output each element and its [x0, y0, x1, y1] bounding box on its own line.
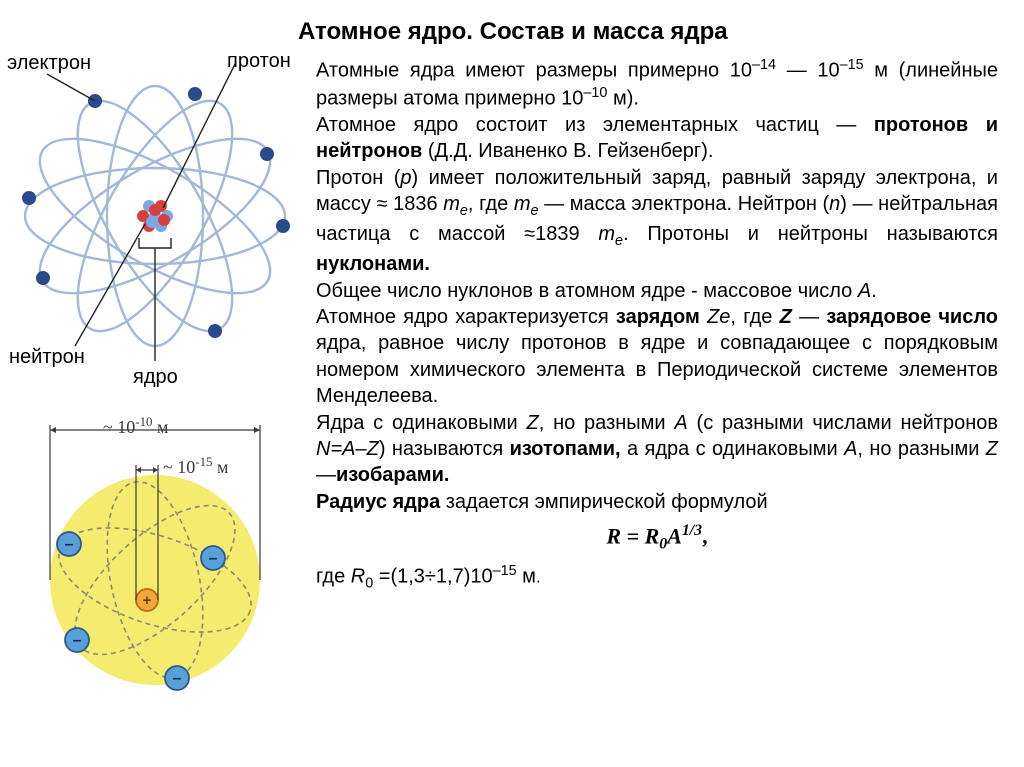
atom-scale-diagram: – – – –: [25, 402, 285, 702]
para-sizes: Атомные ядра имеют размеры примерно 10–1…: [316, 56, 998, 112]
svg-text:–: –: [73, 632, 82, 649]
para-composition: Атомное ядро состоит из элементарных час…: [316, 112, 998, 165]
para-charge-number: Атомное ядро характеризуется зарядом Ze,…: [316, 304, 998, 410]
svg-text:–: –: [209, 550, 218, 567]
para-r0: где R0 =(1,3÷1,7)10–15 м.: [316, 562, 998, 594]
svg-text:–: –: [173, 670, 182, 687]
page-title: Атомное ядро. Состав и масса ядра: [298, 18, 998, 46]
nucleus-label: ядро: [133, 366, 178, 389]
text-column: Атомное ядро. Состав и масса ядра Атомны…: [310, 18, 1008, 755]
figures-column: электрон протон нейтрон ядро –: [0, 18, 310, 755]
body-text: Атомные ядра имеют размеры примерно 10–1…: [316, 56, 998, 594]
scale-10-label: ~ 10-10 м: [103, 414, 168, 438]
svg-text:–: –: [65, 536, 74, 553]
proton-label: протон: [227, 50, 291, 73]
neutron-label: нейтрон: [9, 346, 85, 369]
electron-label: электрон: [7, 52, 91, 75]
para-radius: Радиус ядра задается эмпирической формул…: [316, 489, 998, 515]
para-mass-number: Общее число нуклонов в атомном ядре - ма…: [316, 278, 998, 304]
para-isotopes: Ядра с одинаковыми Z, но разными A (с ра…: [316, 410, 998, 489]
scale-15-label: ~ 10-15 м: [163, 454, 228, 478]
atom-scale-svg: – – – –: [25, 402, 285, 702]
atom-svg: [5, 46, 305, 396]
atom-structure-diagram: электрон протон нейтрон ядро: [5, 46, 305, 396]
radius-formula: R = R0A1/3,: [316, 521, 998, 556]
para-proton-neutron: Протон (p) имеет положительный заряд, ра…: [316, 165, 998, 278]
svg-text:+: +: [143, 592, 152, 609]
